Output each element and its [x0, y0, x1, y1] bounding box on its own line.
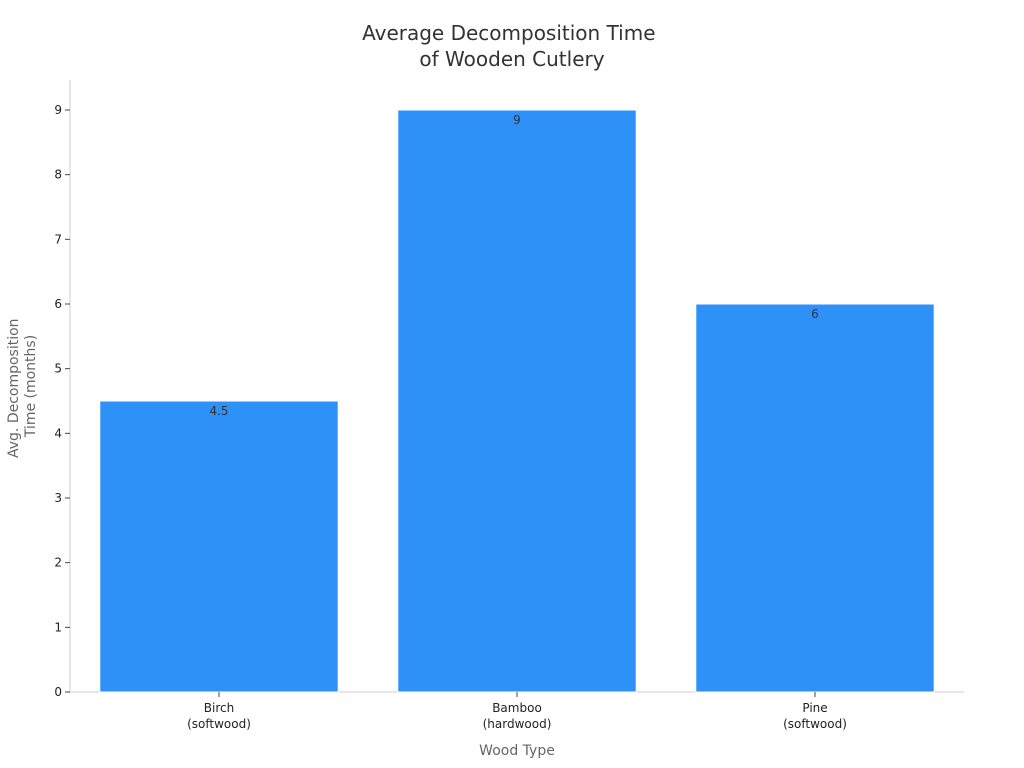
- x-tick-label-line: Birch: [204, 701, 234, 715]
- x-tick-label-line: Pine: [802, 701, 827, 715]
- bar-data-label: 6: [811, 307, 819, 321]
- x-tick-label-line: (softwood): [783, 717, 847, 731]
- y-tick-label: 2: [54, 556, 62, 570]
- bar-data-label: 4.5: [209, 404, 228, 418]
- y-tick-label: 1: [54, 620, 62, 634]
- chart-title-line-1: Average Decomposition Time: [362, 21, 655, 45]
- bar-data-label: 9: [513, 113, 521, 127]
- x-axis-ticks: Birch (softwood) Bamboo (hardwood) Pine (soft…: [187, 692, 847, 731]
- y-tick-label: 7: [54, 232, 62, 246]
- y-axis-title-line-2: Time (months): [23, 335, 39, 438]
- bar: [695, 303, 935, 693]
- y-tick-label: 6: [54, 297, 62, 311]
- x-tick-label: Pine (softwood): [783, 701, 847, 731]
- y-tick-label: 9: [54, 103, 62, 117]
- x-tick-label-line: (softwood): [187, 717, 251, 731]
- x-axis-title: Wood Type: [479, 743, 555, 759]
- chart-title: Average Decomposition Time of Wooden Cut…: [362, 21, 662, 71]
- y-axis-ticks: 0 1 2 3 4 5 6 7 8 9: [54, 103, 70, 699]
- x-tick-label-line: Bamboo: [492, 701, 542, 715]
- y-tick-label: 4: [54, 426, 62, 440]
- y-tick-label: 0: [54, 685, 62, 699]
- y-axis-title-line-1: Avg. Decomposition: [6, 318, 22, 458]
- x-tick-label: Bamboo (hardwood): [483, 701, 552, 731]
- bar: [397, 109, 637, 693]
- y-axis-title: Avg. Decomposition Time (months): [6, 314, 39, 458]
- y-tick-label: 3: [54, 491, 62, 505]
- chart-title-line-2: of Wooden Cutlery: [419, 47, 604, 71]
- y-tick-label: 8: [54, 168, 62, 182]
- x-tick-label: Birch (softwood): [187, 701, 251, 731]
- bar: [99, 400, 339, 693]
- bars-group: 4.5 9 6: [99, 109, 935, 693]
- y-tick-label: 5: [54, 362, 62, 376]
- x-tick-label-line: (hardwood): [483, 717, 552, 731]
